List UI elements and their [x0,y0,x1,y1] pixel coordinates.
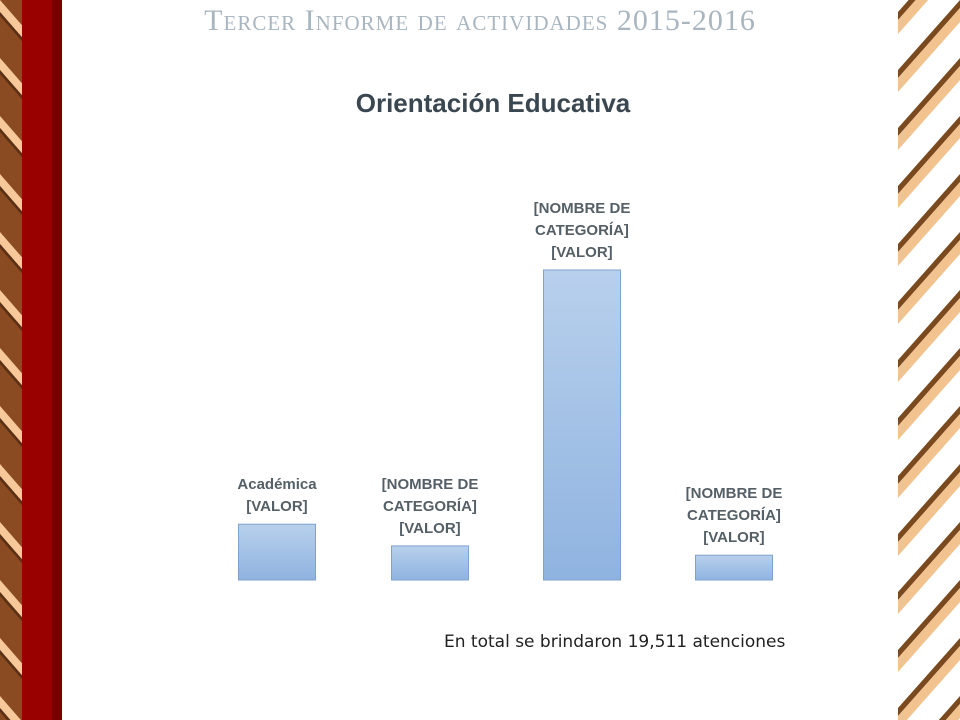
bar-1 [238,523,316,581]
data-label-2: [NOMBRE DE CATEGORÍA] [VALOR] [381,475,479,537]
data-label-3: [NOMBRE DE CATEGORÍA] [VALOR] [533,200,631,261]
right-decorative-band [898,0,960,720]
left-decorative-band [0,0,62,720]
header-title: Tercer Informe de actividades 2015-2016 [204,4,756,37]
chart-title: Orientación Educativa [355,88,631,118]
bar-3 [543,269,621,581]
data-label-4: [NOMBRE DE CATEGORÍA] [VALOR] [685,485,783,547]
footnote-total: En total se brindaron 19,511 atenciones [444,632,786,652]
data-label-1: Académica [VALOR] [237,476,317,516]
bar-4 [695,554,773,581]
bar-2 [391,545,469,581]
